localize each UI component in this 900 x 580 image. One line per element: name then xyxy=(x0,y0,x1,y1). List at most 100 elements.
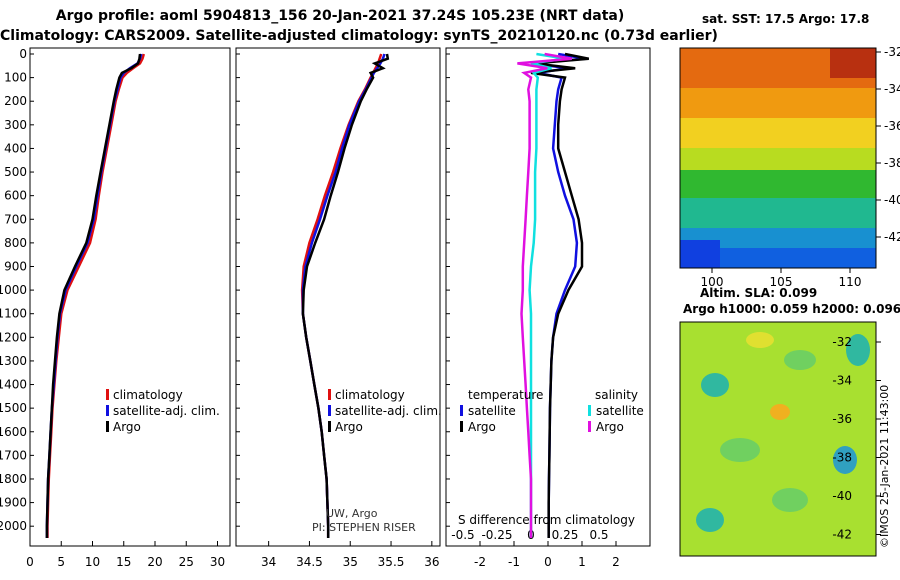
legend-argo: Argo xyxy=(113,420,141,434)
series-salinity-argo xyxy=(517,52,573,538)
difference-legend: temperature satellite Argo salinity sate… xyxy=(458,388,644,527)
temperature-legend: climatology satellite-adj. clim. Argo xyxy=(106,388,220,434)
sla-lat-label: -38 xyxy=(832,451,852,465)
depth-tick-label: 1900 xyxy=(0,496,27,510)
sst-lat-label: -40 xyxy=(884,193,900,207)
depth-tick-label: 1600 xyxy=(0,425,27,439)
sst-map-frame xyxy=(679,47,877,269)
legend-temp-satellite: satellite xyxy=(468,404,516,418)
salinity-tick-label: 0.5 xyxy=(589,528,608,542)
depth-tick-label: 1000 xyxy=(0,283,27,297)
legend-sal-argo: Argo xyxy=(596,420,624,434)
depth-tick-label: 1300 xyxy=(0,354,27,368)
sst-band-3 xyxy=(680,118,876,148)
sla-lat-label: -42 xyxy=(832,528,852,542)
sla-map-title-1: Altim. SLA: 0.099 xyxy=(700,286,818,300)
sla-eddy xyxy=(784,350,816,370)
salinity-tick-label: 0.25 xyxy=(552,528,579,542)
sla-lat-label: -36 xyxy=(832,412,852,426)
depth-tick-label: 500 xyxy=(4,165,27,179)
sst-band-5 xyxy=(680,170,876,198)
depth-tick-label: 1800 xyxy=(0,472,27,486)
legend-temp-argo-swatch xyxy=(460,421,463,432)
sla-eddy xyxy=(720,438,760,462)
legend-satellite: satellite-adj. clim. xyxy=(335,404,442,418)
salinity-tick-label: -0.25 xyxy=(481,528,512,542)
sst-warm-patch xyxy=(830,48,876,78)
depth-tick-label: 1400 xyxy=(0,378,27,392)
salinity-legend: climatology satellite-adj. clim. Argo UW… xyxy=(312,388,442,534)
depth-tick-label: 1700 xyxy=(0,448,27,462)
depth-tick-label: 200 xyxy=(4,94,27,108)
legend-satellite: satellite-adj. clim. xyxy=(113,404,220,418)
depth-axis: 0 100 200 300 400 500 600 700 800 900 1000 1100 1200… xyxy=(0,47,450,533)
depth-tick-label: 700 xyxy=(4,212,27,226)
depth-tick-label: 400 xyxy=(4,141,27,155)
depth-tick-label: 1500 xyxy=(0,401,27,415)
x-tick-label: 5 xyxy=(57,555,65,569)
legend-temp-argo: Argo xyxy=(468,420,496,434)
x-tick-label: 1 xyxy=(578,555,586,569)
legend-sal-satellite: satellite xyxy=(596,404,644,418)
legend-argo-swatch xyxy=(328,421,331,432)
temperature-panel: 0 5 10 15 20 25 30 xyxy=(26,53,225,569)
sst-lat-label: -32 xyxy=(884,45,900,59)
legend-salinity-header: salinity xyxy=(595,388,638,402)
sst-band-8 xyxy=(680,248,876,268)
x-tick-label: 0 xyxy=(544,555,552,569)
series-salinity-satellite xyxy=(528,52,566,538)
x-tick-label: 34.5 xyxy=(296,555,323,569)
title-line-2: Climatology: CARS2009. Satellite-adjuste… xyxy=(0,28,718,44)
sla-eddy xyxy=(846,334,870,366)
depth-tick-label: 800 xyxy=(4,236,27,250)
sla-map xyxy=(679,321,877,557)
sst-lat-label: -38 xyxy=(884,156,900,170)
x-tick-label: -1 xyxy=(508,555,520,569)
legend-temperature-header: temperature xyxy=(468,388,543,402)
x-tick-label: 35 xyxy=(343,555,358,569)
sla-high xyxy=(770,404,790,420)
sst-lat-label: -34 xyxy=(884,82,900,96)
sla-lat-label: -32 xyxy=(832,335,852,349)
legend-climatology: climatology xyxy=(113,388,183,402)
legend-satellite-swatch xyxy=(328,405,331,416)
sst-lat-label: -36 xyxy=(884,119,900,133)
x-tick-label: 30 xyxy=(210,555,225,569)
difference-panel: -2 -1 0 1 2-0.5 -0.25 0 0.25 0.5 xyxy=(451,52,620,569)
x-tick-label: 34 xyxy=(261,555,276,569)
sst-map xyxy=(679,47,877,269)
series-temperature-argo xyxy=(530,52,590,538)
sst-lon-label: 100 xyxy=(701,275,724,289)
temperature-panel-frame xyxy=(29,47,231,547)
x-tick-label: 35.5 xyxy=(378,555,405,569)
salinity-panel: 34 34.5 35 35.5 36 xyxy=(261,53,439,569)
depth-tick-label: 600 xyxy=(4,189,27,203)
credit-text: ©IMOS 25-Jan-2021 11:43:00 xyxy=(878,384,891,548)
sst-cold-patch xyxy=(680,240,720,268)
sla-lat-label: -40 xyxy=(832,489,852,503)
depth-tick-label: 2000 xyxy=(0,519,27,533)
map-axes: -32 -34 -36 -38 -40 -42 100 105 110 -32 -34 -36 -38 -… xyxy=(701,45,900,542)
title-line-1: Argo profile: aoml 5904813_156 20-Jan-20… xyxy=(55,8,625,24)
sst-lon-label: 105 xyxy=(770,275,793,289)
x-tick-label: 2 xyxy=(612,555,620,569)
sla-map-frame xyxy=(679,321,877,557)
legend-climatology-swatch xyxy=(328,389,331,400)
depth-tick-label: 0 xyxy=(19,47,27,61)
x-tick-label: 25 xyxy=(179,555,194,569)
depth-tick-label: 300 xyxy=(4,118,27,132)
legend-climatology-swatch xyxy=(106,389,109,400)
x-tick-label: 10 xyxy=(85,555,100,569)
x-tick-label: 0 xyxy=(26,555,34,569)
series-argo xyxy=(45,53,142,538)
depth-tick-label: 900 xyxy=(4,259,27,273)
sst-map-title: sat. SST: 17.5 Argo: 17.8 xyxy=(702,12,870,26)
legend-sal-satellite-swatch xyxy=(588,405,591,416)
x-tick-label: 15 xyxy=(116,555,131,569)
sla-eddy xyxy=(701,373,729,397)
sla-map-title-2: Argo h1000: 0.059 h2000: 0.096 xyxy=(683,302,900,316)
salinity-tick-label: -0.5 xyxy=(451,528,474,542)
sla-lat-label: -34 xyxy=(832,374,852,388)
x-tick-label: 36 xyxy=(424,555,439,569)
